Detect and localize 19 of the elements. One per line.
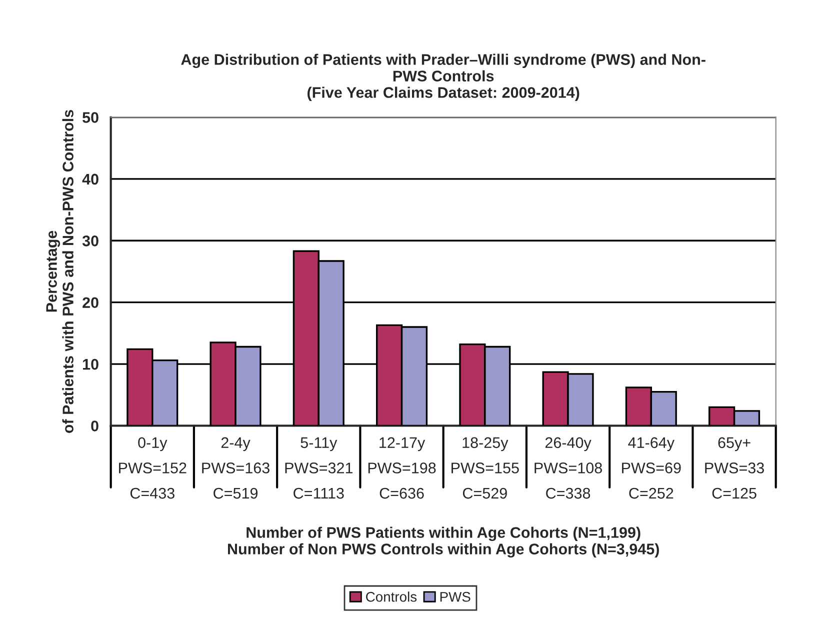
x-axis-title: Number of PWS Patients within Age Cohorts (N=1,199) Number of Non PWS Controls within Age Cohorts (N=3,945) bbox=[228, 526, 659, 558]
y-tick-label: 10 bbox=[83, 358, 98, 370]
y-tick-label: 20 bbox=[82, 297, 98, 308]
x-tick-label: 12-17y PWS=198 C=636 bbox=[368, 437, 436, 499]
y-tick-label: 50 bbox=[82, 112, 98, 123]
legend-label: Controls bbox=[366, 592, 417, 602]
x-tick-label: 2-4y PWS=163 C=519 bbox=[202, 437, 270, 499]
chart-title: Age Distribution of Patients with Prader–Willi syndrome (PWS) and Non- PWS Controls (Five Year Claims Dataset: 2009-2014) bbox=[181, 54, 706, 101]
y-axis-title: Percentage of Patients with PWS and Non-PWS Controls bbox=[46, 110, 74, 433]
y-tick-label: 40 bbox=[82, 174, 98, 185]
x-tick-label: 65y+ PWS=33 C=125 bbox=[705, 437, 764, 499]
x-tick-label: 41-64y PWS=69 C=252 bbox=[622, 437, 681, 499]
x-tick-label: 18-25y PWS=155 C=529 bbox=[452, 437, 519, 499]
legend-label: PWS bbox=[440, 592, 470, 602]
y-tick-label: 30 bbox=[82, 236, 98, 246]
x-tick-label: 0-1y PWS=152 C=433 bbox=[119, 437, 186, 499]
y-tick-label: 0 bbox=[91, 420, 98, 432]
x-tick-label: 5-11y PWS=321 C=1113 bbox=[285, 437, 353, 499]
x-tick-label: 26-40y PWS=108 C=338 bbox=[534, 437, 602, 499]
